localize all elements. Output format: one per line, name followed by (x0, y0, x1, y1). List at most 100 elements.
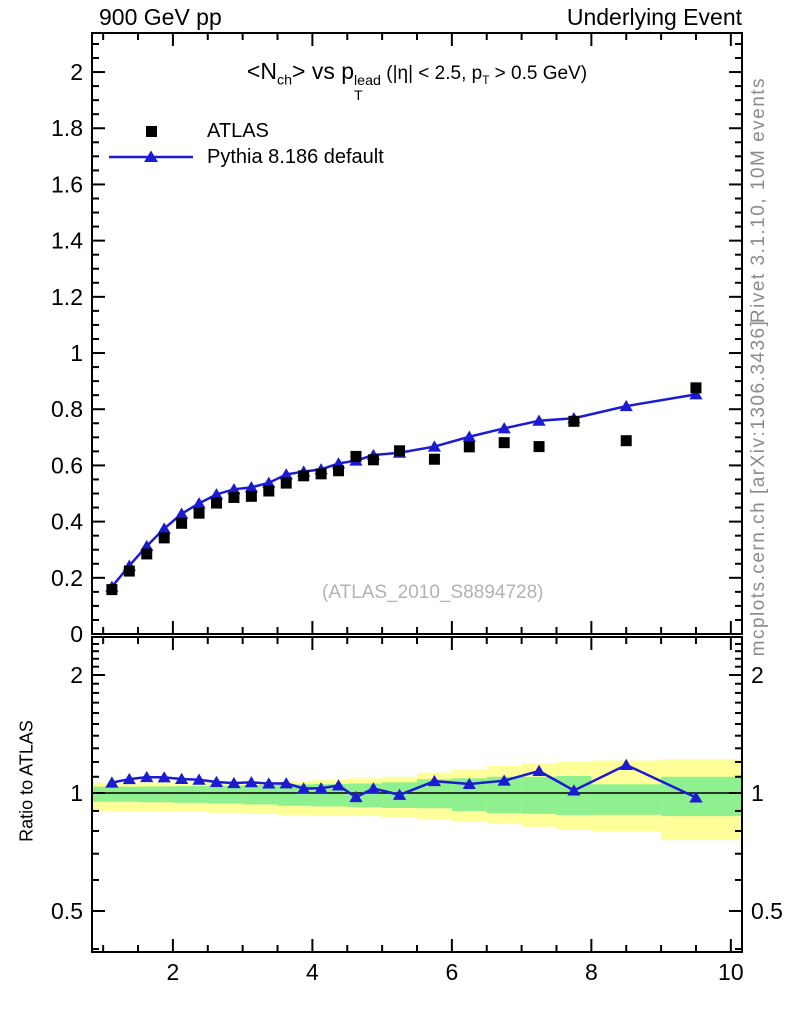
atlas-data-point (106, 584, 118, 596)
title-sub: ch (276, 72, 292, 89)
green-band-segment (556, 775, 592, 815)
svg-text:2: 2 (751, 662, 764, 688)
atlas-data-point (123, 565, 135, 577)
svg-text:0.8: 0.8 (51, 396, 83, 422)
title-pt-stack: lead T (354, 74, 381, 103)
atlas-data-point (620, 435, 632, 447)
atlas-data-point (263, 485, 275, 497)
pythia-data-point (497, 774, 511, 786)
rivet-version-note: Rivet 3.1.10, 10M events (748, 76, 769, 324)
atlas-data-point (315, 468, 327, 480)
series-ratio-pythia (105, 758, 703, 803)
observable-group-label: Underlying Event (566, 4, 742, 30)
atlas-data-point (367, 454, 379, 466)
pythia-data-point (192, 497, 206, 509)
pythia-data-point (279, 777, 293, 789)
svg-text:0.5: 0.5 (51, 898, 83, 924)
pythia-data-point (314, 782, 328, 794)
svg-text:6: 6 (445, 959, 458, 985)
series-atlas (106, 382, 702, 596)
title-pre: <N (246, 58, 277, 84)
pythia-data-point (392, 788, 407, 800)
pythia-data-point (532, 764, 546, 776)
pythia-data-point (262, 777, 276, 789)
title-cuts-pre: (|η| < 2.5, p (386, 63, 483, 84)
title-pt-sub: T (354, 87, 363, 104)
svg-text:0.2: 0.2 (51, 565, 83, 591)
atlas-data-point (193, 507, 205, 519)
title-mid: > vs p (292, 58, 355, 84)
green-band-segment (207, 785, 243, 804)
pythia-data-point (619, 758, 633, 770)
pythia-data-point (209, 775, 224, 787)
svg-text:1.8: 1.8 (51, 115, 83, 141)
pythia-data-point (366, 782, 381, 794)
plot-title: <Nch> vs p lead T (|η| < 2.5, pT > 0.5 GeV… (247, 58, 587, 103)
title-cuts: (|η| < 2.5, pT > 0.5 GeV) (381, 63, 587, 87)
svg-text:0: 0 (70, 621, 83, 647)
atlas-data-point (394, 445, 406, 457)
svg-text:2: 2 (70, 59, 83, 85)
pythia-data-point (175, 772, 189, 784)
pythia-data-point (279, 468, 293, 480)
atlas-data-point (228, 491, 240, 503)
atlas-data-point (690, 382, 702, 394)
ratio-axis-title: Ratio to ATLAS (16, 720, 37, 842)
atlas-data-point (498, 437, 510, 449)
green-band-segment (521, 776, 557, 814)
atlas-data-point (245, 490, 257, 502)
svg-text:1.6: 1.6 (51, 171, 83, 197)
pythia-line (110, 393, 697, 588)
pythia-data-point (105, 776, 119, 788)
green-band-segment (242, 785, 278, 805)
pythia-data-point (192, 773, 206, 785)
pythia-data-point (175, 507, 189, 519)
pythia-data-point (227, 483, 241, 495)
axis-tick-labels: 2 4 6 8 10 0.2 0.4 0.6 0.8 1 1.2 1.4 1.6 1.8 2 0 0.5 0.5 1… (51, 59, 783, 985)
series-pythia (105, 388, 703, 592)
pythia-data-point (157, 771, 171, 783)
pythia-data-point (331, 779, 346, 791)
atlas-data-point (568, 415, 580, 427)
green-band-segment (92, 786, 139, 802)
pythia-data-point (244, 776, 258, 788)
legend-item-atlas: ATLAS (109, 118, 269, 144)
atlas-data-point (176, 517, 188, 529)
analysis-watermark: (ATLAS_2010_S8894728) (322, 582, 544, 603)
pythia-data-point (462, 777, 476, 790)
svg-text:1.4: 1.4 (51, 228, 83, 254)
atlas-square-marker-icon (109, 125, 193, 137)
pythia-data-point (427, 440, 442, 452)
atlas-data-point (141, 548, 153, 560)
pythia-data-point (140, 770, 154, 783)
legend-item-pythia: Pythia 8.186 default (109, 144, 384, 170)
pythia-data-point (462, 430, 476, 442)
pythia-data-point (497, 422, 511, 434)
atlas-data-point (210, 497, 222, 509)
pythia-data-point (244, 481, 258, 493)
atlas-data-point (463, 441, 475, 453)
atlas-data-point (533, 441, 545, 453)
green-band-segment (138, 786, 173, 803)
legend-label-atlas: ATLAS (207, 119, 269, 142)
pythia-data-point (209, 488, 224, 500)
pythia-data-point (140, 539, 154, 552)
atlas-data-point (428, 453, 440, 465)
svg-text:8: 8 (585, 959, 598, 985)
pythia-data-point (297, 782, 311, 794)
beam-energy-label: 900 GeV pp (99, 4, 222, 30)
svg-text:2: 2 (70, 662, 83, 688)
svg-text:0.5: 0.5 (751, 898, 783, 924)
pythia-data-point (567, 784, 581, 796)
pythia-triangle-line-marker-icon (109, 149, 193, 165)
svg-text:0.4: 0.4 (51, 509, 83, 535)
legend-label-pythia: Pythia 8.186 default (207, 145, 384, 168)
mcplots-arxiv-note: mcplots.cern.ch [arXiv:1306.3436] (748, 319, 769, 657)
atlas-data-point (298, 470, 310, 482)
green-band-segment (172, 786, 208, 803)
pythia-data-point (532, 414, 546, 426)
svg-text:10: 10 (718, 959, 744, 985)
atlas-data-point (350, 450, 362, 462)
